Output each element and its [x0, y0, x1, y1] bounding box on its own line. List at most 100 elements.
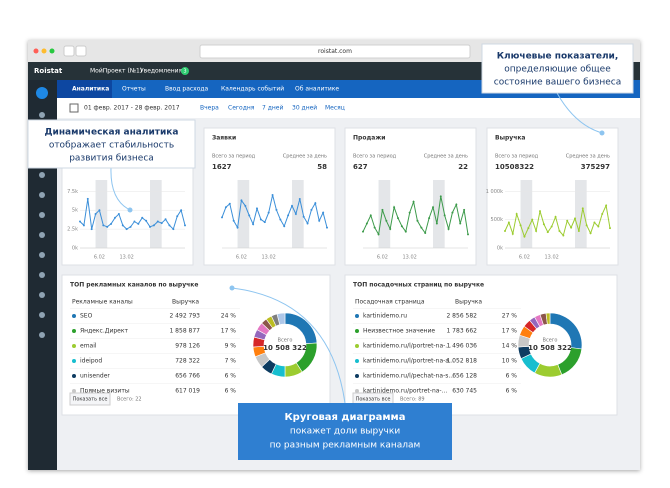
row-name: ideipod: [80, 358, 102, 365]
date-preset[interactable]: Сегодня: [228, 105, 255, 112]
show-all[interactable]: Показать все: [73, 397, 108, 403]
point: [381, 208, 384, 211]
point: [416, 219, 419, 222]
x-tick-label: 13.02: [262, 255, 276, 261]
x-tick-label: 13.02: [120, 255, 134, 261]
show-all-button[interactable]: [69, 392, 111, 406]
point: [252, 223, 255, 226]
point: [424, 232, 427, 235]
row-revenue: 1 496 036: [446, 343, 477, 350]
col-header: Выручка: [172, 299, 199, 306]
point: [550, 225, 553, 228]
show-all[interactable]: Показать все: [356, 397, 391, 403]
point: [373, 226, 376, 229]
row-name: kartinidemo.ru/l/pechat-na-s...: [363, 373, 454, 380]
point: [279, 218, 282, 221]
forward-button[interactable]: [75, 45, 87, 57]
total-count: Всего: 89: [400, 397, 425, 403]
donut-label: Всего: [278, 338, 293, 344]
tab[interactable]: Об аналитике: [295, 86, 339, 93]
date-preset[interactable]: Вчера: [200, 105, 219, 112]
point: [94, 213, 97, 215]
tab[interactable]: Ввод расхода: [165, 86, 209, 93]
callout-box: [238, 403, 452, 460]
sparkline: [504, 203, 611, 239]
sparkline: [221, 194, 328, 230]
card-title: Заявки: [212, 135, 236, 142]
stat-value: 1627: [212, 163, 232, 171]
calendar-icon[interactable]: [69, 103, 79, 113]
row-dot: [72, 344, 76, 348]
back-button[interactable]: [63, 45, 75, 57]
date-preset[interactable]: Месяц: [325, 105, 345, 112]
point: [106, 225, 109, 228]
row-name: unisender: [80, 373, 110, 380]
col-header: Посадочная страница: [355, 299, 425, 306]
sparkline: [79, 198, 186, 231]
tab[interactable]: Отчеты: [122, 86, 146, 93]
point: [467, 233, 469, 236]
point: [562, 234, 565, 237]
point: [539, 210, 541, 213]
point: [160, 222, 163, 225]
date-preset[interactable]: 7 дней: [262, 105, 283, 112]
leader-line: [231, 287, 346, 404]
table-title: ТОП рекламных каналов по выручке: [70, 282, 198, 289]
point: [228, 202, 231, 205]
zoom-button[interactable]: [49, 48, 55, 54]
date-preset[interactable]: 30 дней: [292, 105, 317, 112]
point: [574, 217, 576, 220]
point: [428, 217, 431, 220]
tab[interactable]: Календарь событий: [221, 86, 284, 93]
address-bar[interactable]: [199, 44, 471, 59]
row-revenue: 1 783 662: [446, 328, 477, 335]
point: [114, 216, 116, 219]
point: [507, 221, 510, 224]
row-revenue: 617 019: [175, 388, 200, 395]
stat-label: Среднее за день: [283, 154, 327, 160]
tab[interactable]: Аналитика: [72, 86, 109, 93]
point: [82, 224, 85, 227]
callout-line: определяющие общее: [504, 65, 611, 75]
point: [86, 197, 89, 200]
point: [110, 222, 113, 225]
point: [605, 204, 608, 207]
row-dot: [355, 359, 359, 363]
point: [377, 233, 380, 236]
point: [184, 224, 186, 227]
minimize-button[interactable]: [41, 48, 47, 54]
notifications[interactable]: Уведомления: [140, 68, 183, 75]
project-selector[interactable]: МойПроект (№1): [90, 68, 142, 75]
point: [527, 227, 530, 230]
point: [137, 222, 140, 225]
point: [601, 213, 604, 215]
point: [389, 227, 392, 230]
callout-line: отображает стабильность: [49, 141, 174, 151]
x-tick-label: 6.02: [377, 255, 388, 261]
point: [180, 209, 183, 212]
point: [412, 200, 415, 203]
table-title: ТОП посадочных страниц по выручке: [353, 282, 484, 289]
point: [554, 215, 557, 218]
close-button[interactable]: [33, 48, 39, 54]
point: [435, 222, 438, 225]
row-share: 24 %: [221, 313, 237, 320]
sidebar-icon-active[interactable]: [36, 87, 48, 99]
point: [248, 214, 251, 217]
point: [570, 226, 573, 229]
weekend-band: [433, 180, 445, 248]
point: [102, 224, 105, 227]
badge-bg: [181, 67, 189, 75]
point: [129, 225, 132, 228]
row-share: 27 %: [502, 313, 518, 320]
point: [298, 198, 301, 201]
row-share: 9 %: [225, 343, 237, 350]
row-name: kartinidemo.ru/l/portret-na-...: [363, 343, 451, 350]
date-range[interactable]: 01 февр. 2017 - 28 февр. 2017: [84, 105, 180, 112]
point: [451, 211, 454, 214]
point: [393, 206, 396, 209]
point: [439, 195, 442, 198]
callout-line: состояние вашего бизнеса: [494, 78, 621, 88]
point: [141, 216, 144, 219]
